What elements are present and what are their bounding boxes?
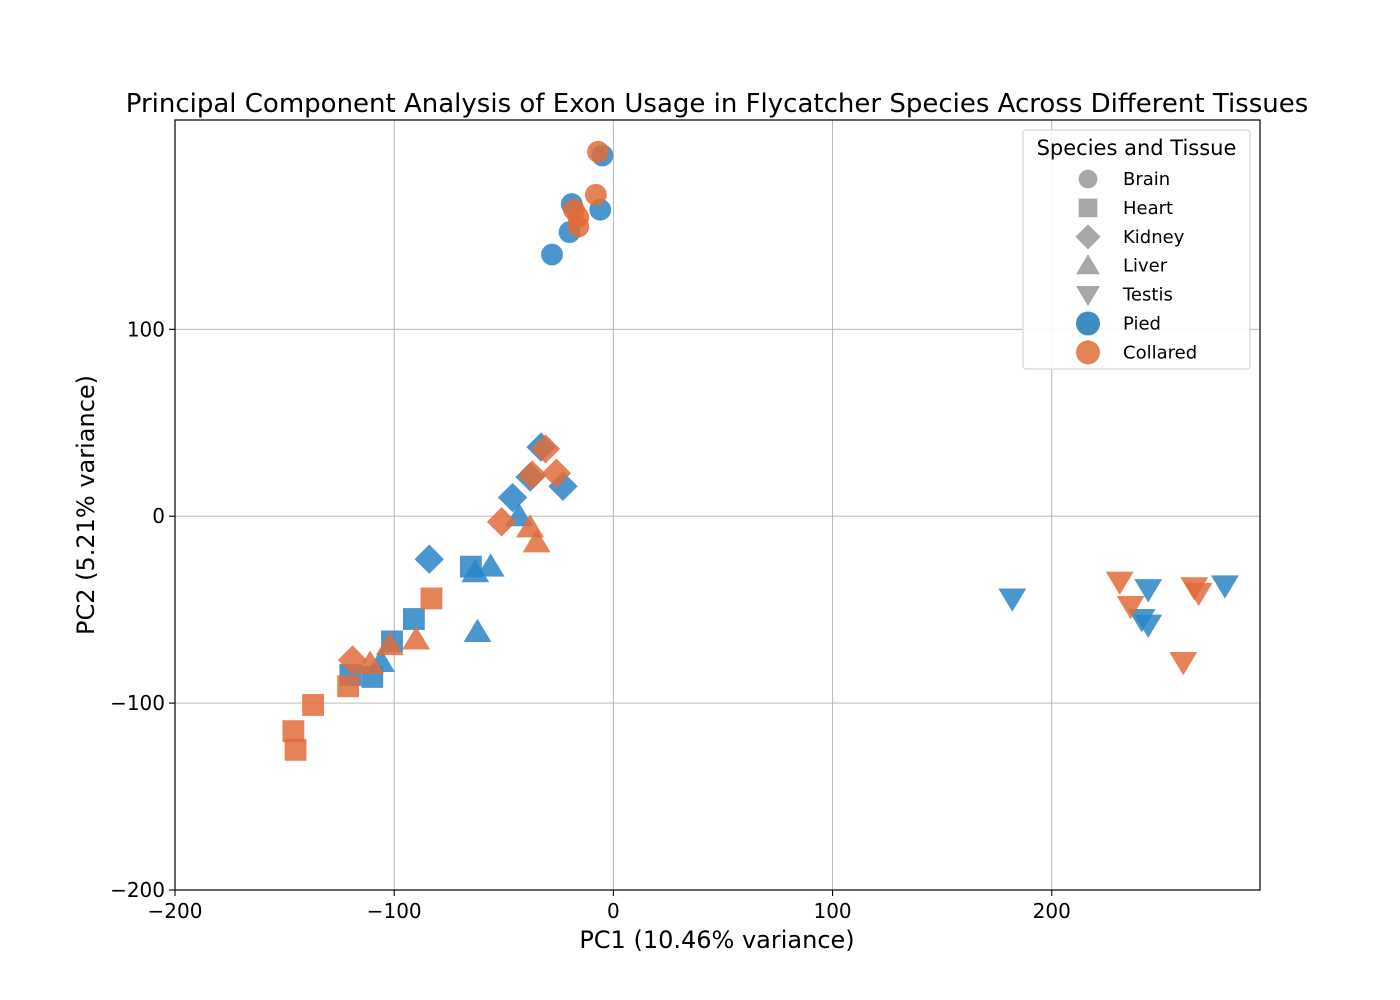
point-collared-kidney bbox=[530, 434, 561, 464]
legend-marker-collared bbox=[1076, 340, 1100, 365]
point-collared-brain bbox=[584, 183, 607, 206]
point-collared-testis bbox=[1116, 595, 1145, 620]
legend-label-collared: Collared bbox=[1123, 342, 1197, 363]
point-collared-heart bbox=[337, 675, 360, 698]
legend-label-testis: Testis bbox=[1122, 285, 1173, 306]
point-collared-brain bbox=[567, 215, 590, 238]
point-pied-testis bbox=[998, 588, 1027, 612]
point-collared-heart bbox=[302, 694, 325, 716]
point-pied-testis bbox=[1210, 575, 1239, 599]
point-pied-brain bbox=[541, 243, 563, 266]
axis-ticks: −200 −100 0 100 200 −200 −100 0 100 bbox=[110, 317, 1071, 923]
point-pied-liver bbox=[463, 618, 492, 643]
point-collared-liver bbox=[522, 529, 551, 553]
point-pied-heart bbox=[402, 608, 425, 630]
point-pied-liver bbox=[461, 558, 490, 583]
point-pied-kidney bbox=[414, 544, 444, 574]
x-tick-label: 200 bbox=[1033, 899, 1071, 923]
x-tick-label: −200 bbox=[148, 899, 203, 923]
x-tick-label: 100 bbox=[813, 899, 851, 923]
point-pied-liver bbox=[476, 553, 505, 577]
legend-title: Species and Tissue bbox=[1037, 136, 1237, 160]
plot-frame bbox=[174, 119, 1261, 891]
point-collared-testis bbox=[1184, 582, 1213, 607]
data-points bbox=[282, 140, 1239, 761]
point-collared-kidney bbox=[541, 458, 572, 488]
y-tick-label: 100 bbox=[127, 317, 165, 341]
point-pied-kidney bbox=[497, 482, 528, 513]
point-collared-kidney bbox=[337, 645, 368, 675]
x-tick-label: 0 bbox=[607, 899, 620, 923]
legend-box bbox=[1022, 129, 1251, 370]
point-collared-heart bbox=[282, 720, 305, 743]
legend-marker-brain bbox=[1078, 169, 1098, 189]
x-tick-label: −100 bbox=[367, 899, 422, 923]
legend-label-heart: Heart bbox=[1123, 198, 1173, 219]
point-collared-testis bbox=[1169, 652, 1198, 676]
point-pied-testis bbox=[1134, 579, 1163, 603]
y-tick-label: 0 bbox=[152, 504, 165, 528]
point-pied-kidney bbox=[548, 471, 578, 502]
chart-title: Principal Component Analysis of Exon Usa… bbox=[126, 89, 1309, 119]
legend-label-brain: Brain bbox=[1123, 169, 1170, 190]
point-collared-liver bbox=[375, 631, 404, 656]
legend-marker-testis bbox=[1076, 286, 1100, 306]
point-collared-liver bbox=[402, 626, 431, 650]
legend: Species and Tissue Brain Heart Kidney Liver T… bbox=[1022, 129, 1251, 370]
legend-marker-kidney bbox=[1075, 224, 1101, 250]
x-axis-label: PC1 (10.46% variance) bbox=[579, 926, 854, 954]
legend-marker-heart bbox=[1078, 198, 1098, 218]
y-tick-label: −100 bbox=[110, 691, 165, 715]
point-pied-testis bbox=[1134, 614, 1163, 638]
legend-label-kidney: Kidney bbox=[1123, 227, 1185, 248]
y-axis-label: PC2 (5.21% variance) bbox=[72, 375, 100, 635]
legend-label-pied: Pied bbox=[1123, 314, 1161, 335]
point-collared-heart bbox=[420, 587, 443, 610]
legend-marker-pied bbox=[1076, 311, 1100, 336]
point-collared-heart bbox=[284, 738, 307, 761]
point-collared-kidney bbox=[486, 507, 517, 537]
point-collared-liver bbox=[356, 650, 385, 674]
point-collared-testis bbox=[1105, 571, 1134, 595]
point-collared-kidney bbox=[517, 460, 547, 490]
legend-label-liver: Liver bbox=[1123, 256, 1168, 277]
y-tick-label: −200 bbox=[110, 878, 165, 902]
point-collared-brain bbox=[587, 140, 609, 163]
legend-marker-liver bbox=[1076, 254, 1100, 275]
